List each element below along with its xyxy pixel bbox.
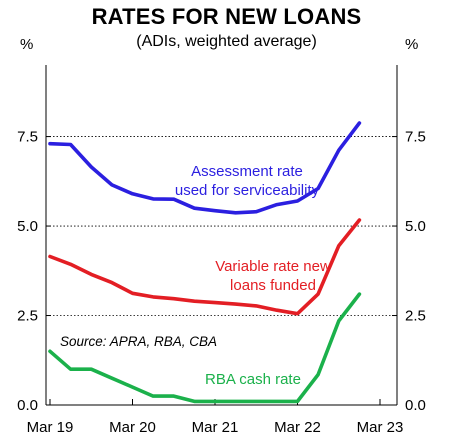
source-note: Source: APRA, RBA, CBA bbox=[60, 334, 217, 349]
chart-title: RATES FOR NEW LOANS bbox=[91, 4, 362, 29]
y-tick-label-left: 7.5 bbox=[17, 129, 38, 146]
x-tick-label: Mar 23 bbox=[357, 419, 404, 436]
y-tick-label-left: 0.0 bbox=[17, 397, 38, 414]
left-axis-unit: % bbox=[20, 36, 34, 53]
chart-subtitle: (ADIs, weighted average) bbox=[136, 33, 317, 50]
series-label-2: loans funded bbox=[230, 277, 316, 294]
series-label-3: RBA cash rate bbox=[205, 371, 301, 388]
series-line-2 bbox=[48, 218, 362, 316]
y-tick-label-right: 0.0 bbox=[405, 397, 426, 414]
series-line-1 bbox=[48, 121, 362, 215]
y-tick-label-right: 5.0 bbox=[405, 218, 426, 235]
series-line-3 bbox=[48, 292, 362, 404]
series-label-2: Variable rate new bbox=[215, 258, 331, 275]
x-tick-label: Mar 19 bbox=[27, 419, 74, 436]
y-tick-label-left: 5.0 bbox=[17, 218, 38, 235]
right-axis-unit: % bbox=[405, 36, 419, 53]
series-label-1: used for serviceability bbox=[175, 182, 320, 199]
y-tick-label-right: 2.5 bbox=[405, 308, 426, 325]
series-label-1: Assessment rate bbox=[191, 163, 303, 180]
x-tick-label: Mar 21 bbox=[192, 419, 239, 436]
x-tick-label: Mar 22 bbox=[274, 419, 321, 436]
y-tick-label-right: 7.5 bbox=[405, 129, 426, 146]
y-tick-label-left: 2.5 bbox=[17, 308, 38, 325]
x-tick-label: Mar 20 bbox=[109, 419, 156, 436]
